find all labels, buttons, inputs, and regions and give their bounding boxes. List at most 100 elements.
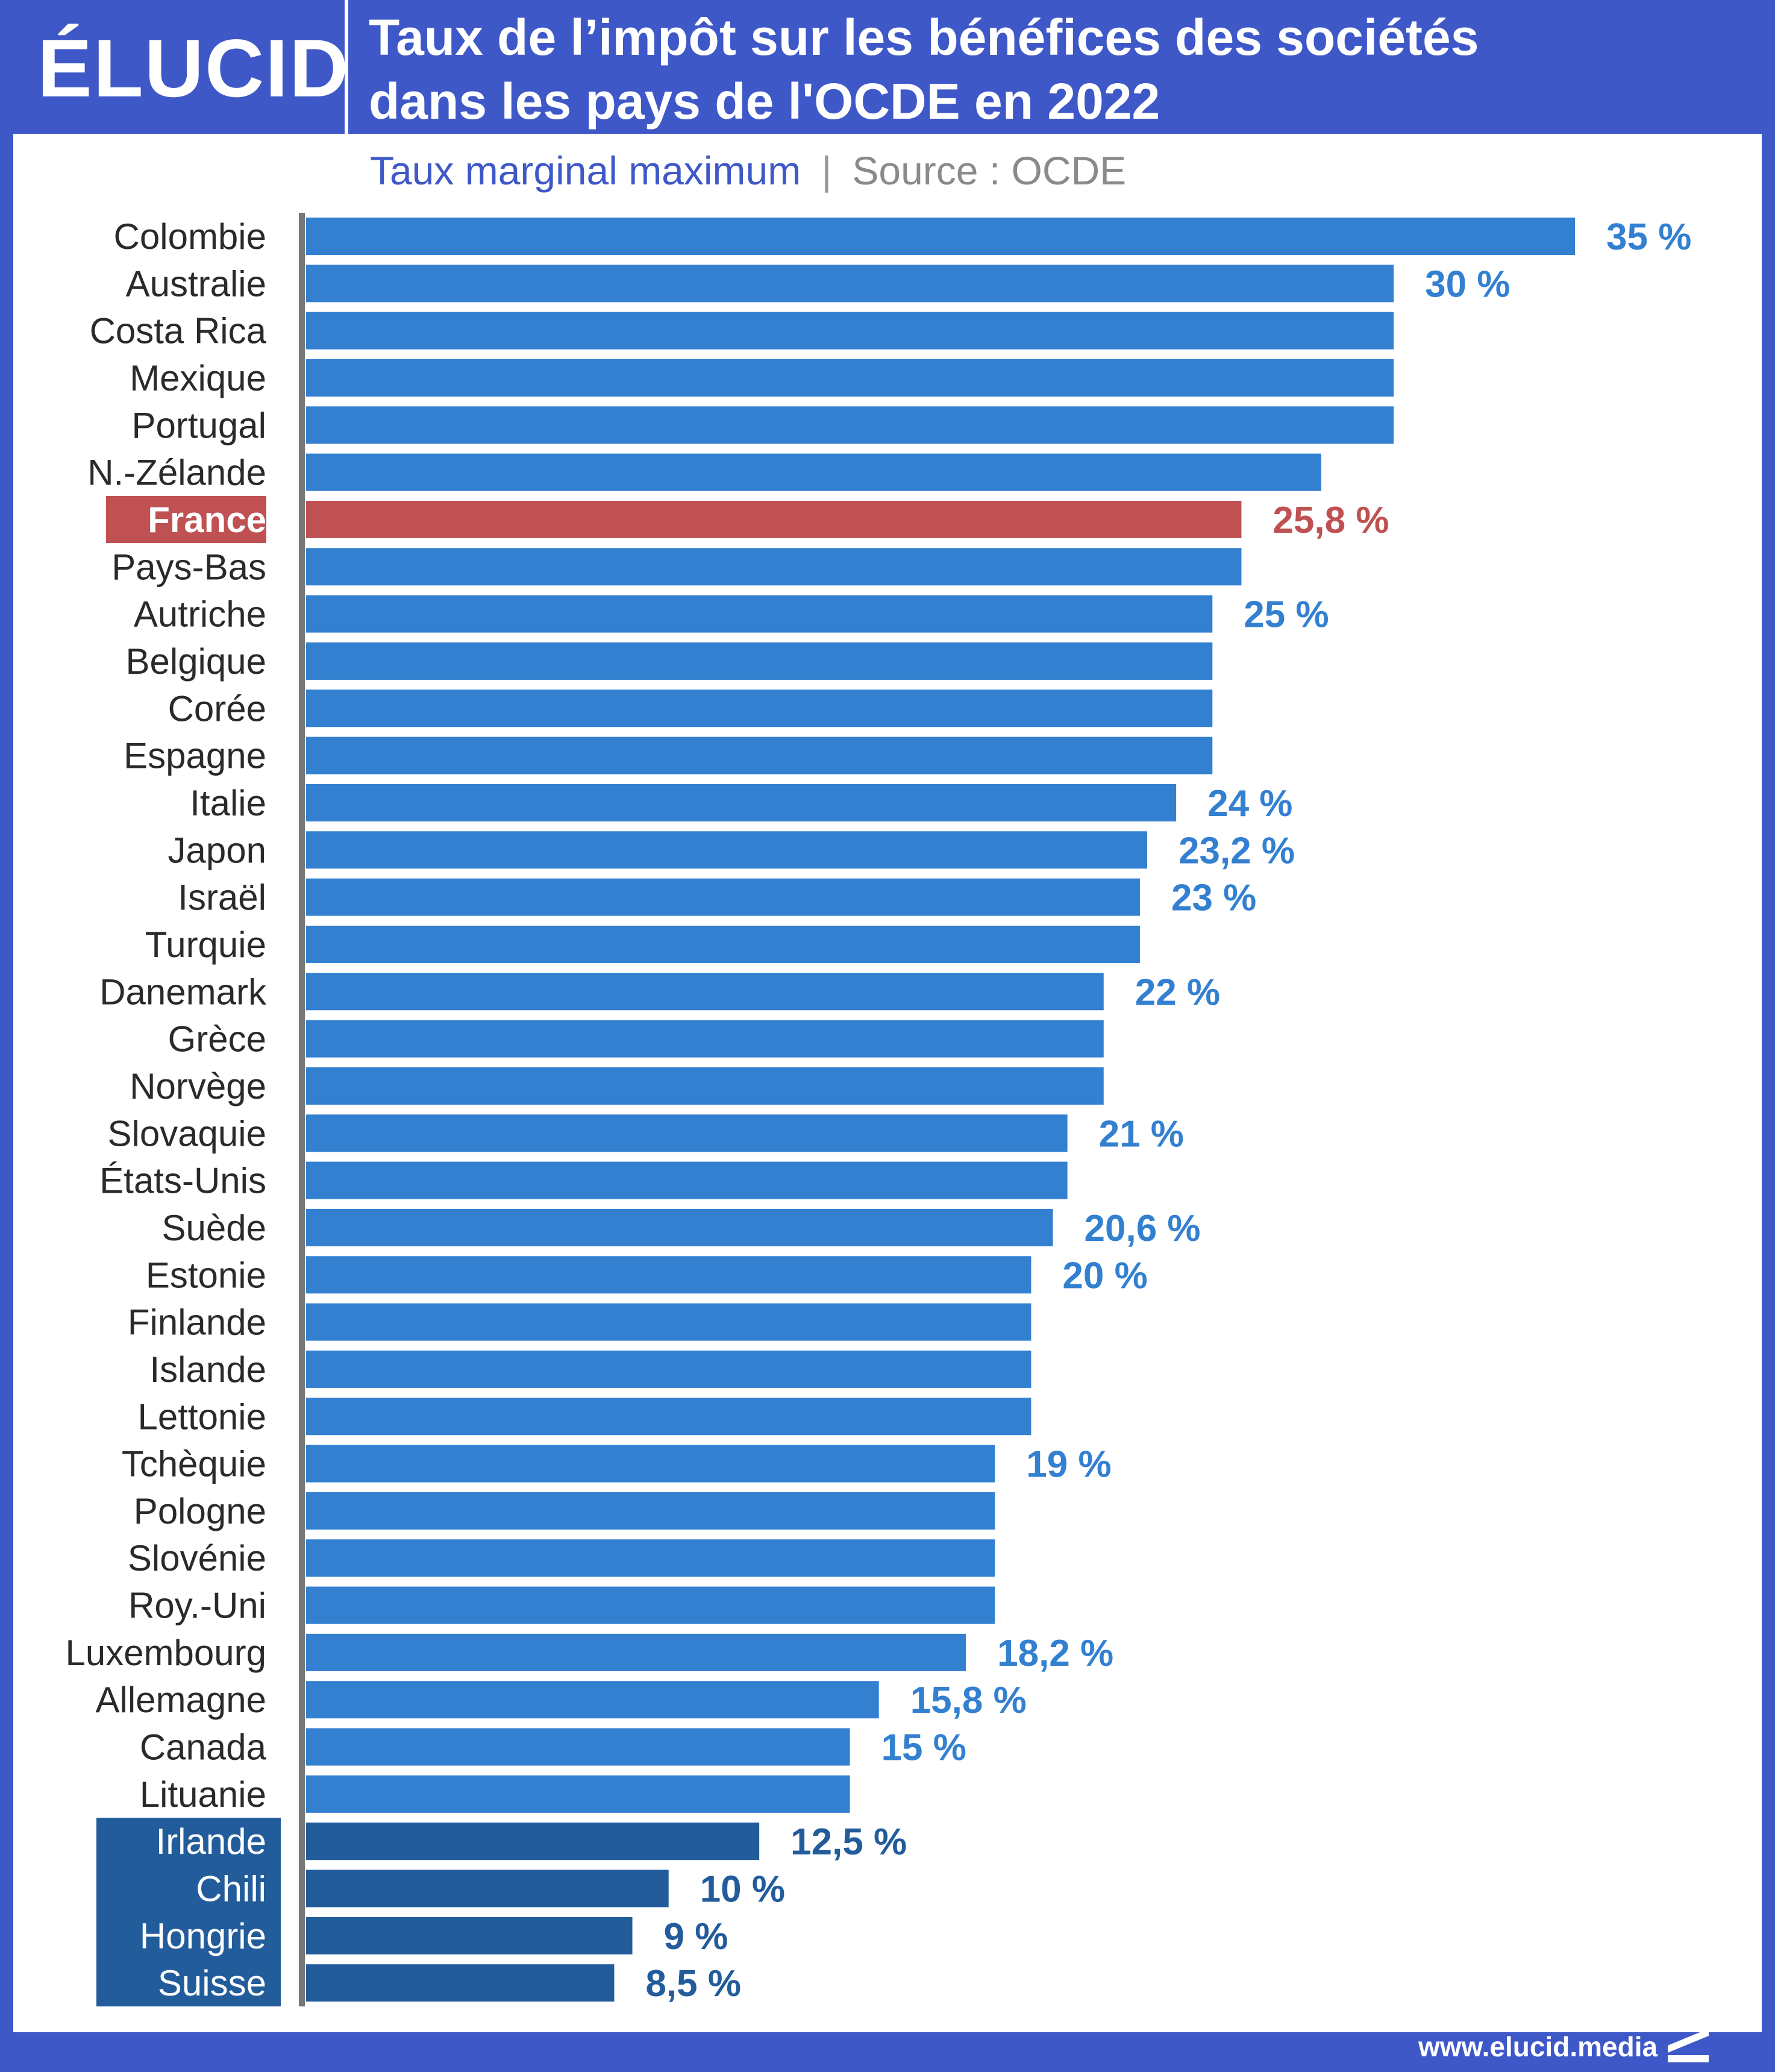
bar	[306, 689, 1213, 727]
bar	[306, 1067, 1104, 1105]
category-label: Hongrie	[140, 1916, 266, 1956]
elucid-footer-logo-icon	[1668, 2029, 1709, 2062]
bar	[306, 973, 1104, 1011]
category-label: Estonie	[146, 1255, 266, 1295]
data-label: 23 %	[1171, 877, 1256, 919]
bar	[306, 1492, 995, 1530]
data-label: 12,5 %	[790, 1821, 907, 1863]
category-label: Belgique	[125, 641, 266, 682]
bar	[306, 312, 1394, 350]
category-label: Chili	[196, 1869, 266, 1909]
category-label: Slovénie	[128, 1538, 266, 1578]
category-label: Japon	[168, 830, 266, 870]
y-axis-line	[299, 213, 305, 2007]
category-label: Portugal	[132, 405, 266, 445]
chart-source: Source : OCDE	[852, 148, 1127, 193]
elucid-logo: ÉLUCID	[37, 22, 350, 114]
data-label: 30 %	[1425, 263, 1510, 305]
data-label: 25 %	[1244, 594, 1329, 636]
header-bar: ÉLUCID Taux de l’impôt sur les bénéfices…	[0, 0, 1775, 134]
data-label: 20 %	[1062, 1255, 1147, 1296]
category-label: Turquie	[145, 925, 266, 965]
category-label: Mexique	[130, 358, 266, 398]
category-label: Israël	[178, 877, 266, 918]
data-label: 35 %	[1606, 216, 1691, 258]
category-label: Costa Rica	[90, 311, 267, 351]
bar	[306, 406, 1394, 444]
bar	[306, 1256, 1032, 1294]
data-label: 20,6 %	[1085, 1208, 1201, 1249]
category-label: Suisse	[158, 1963, 266, 2003]
bar	[306, 1208, 1053, 1246]
bar	[306, 453, 1321, 491]
page-title-line2: dans les pays de l'OCDE en 2022	[369, 73, 1160, 130]
data-label: 19 %	[1026, 1444, 1111, 1486]
low-group-label-box	[96, 1818, 281, 2007]
category-label: Grèce	[168, 1019, 266, 1060]
page-title-line1: Taux de l’impôt sur les bénéfices des so…	[369, 9, 1479, 66]
category-label: États-Unis	[99, 1161, 266, 1201]
bar	[306, 1398, 1032, 1436]
footer-website: www.elucid.media	[1418, 2031, 1658, 2062]
bar	[306, 642, 1213, 680]
data-label: 23,2 %	[1179, 830, 1295, 871]
category-label: Norvège	[130, 1066, 266, 1107]
category-label: Islande	[150, 1349, 266, 1390]
data-label: 15,8 %	[910, 1680, 1027, 1721]
category-label: Allemagne	[95, 1680, 266, 1720]
category-label: Espagne	[124, 736, 266, 776]
data-label: 8,5 %	[645, 1963, 741, 2005]
bar	[306, 1917, 633, 1954]
category-label: Luxembourg	[65, 1633, 266, 1673]
chart-subtitle: Taux marginal maximum	[370, 148, 801, 193]
bar	[306, 1775, 850, 1813]
bar	[306, 1870, 669, 1907]
bar	[306, 1161, 1068, 1199]
category-label: Pays-Bas	[111, 547, 266, 587]
bar	[306, 925, 1140, 963]
logo-divider	[345, 0, 348, 134]
category-label: Corée	[168, 688, 266, 729]
category-label: Italie	[190, 783, 266, 823]
category-label: Irlande	[156, 1821, 266, 1862]
category-label: N.-Zélande	[87, 453, 266, 493]
bar	[306, 1539, 995, 1577]
data-label: 25,8 %	[1273, 500, 1389, 541]
bar	[306, 736, 1213, 774]
subtitle-line: Taux marginal maximum | Source : OCDE	[370, 143, 1126, 198]
bar	[306, 1728, 850, 1766]
bar	[306, 359, 1394, 397]
category-label: Danemark	[99, 972, 267, 1012]
category-label: Slovaquie	[107, 1113, 266, 1154]
category-label: Canada	[140, 1727, 267, 1768]
bar	[306, 1822, 760, 1860]
bar	[306, 1445, 995, 1483]
bar	[306, 1114, 1068, 1152]
category-label: Tchèquie	[122, 1444, 266, 1484]
category-label: Lettonie	[137, 1396, 266, 1437]
category-label: Finlande	[128, 1302, 266, 1343]
bar	[306, 1020, 1104, 1058]
bar	[306, 878, 1140, 916]
category-label: Suède	[162, 1208, 267, 1248]
bar	[306, 548, 1242, 586]
data-label: 9 %	[664, 1916, 728, 1957]
category-label: Lituanie	[140, 1774, 266, 1815]
bar	[306, 595, 1213, 633]
data-label: 22 %	[1135, 972, 1220, 1013]
bar	[306, 831, 1147, 869]
bar	[306, 1350, 1032, 1388]
bar	[306, 500, 1242, 538]
bar	[306, 1303, 1032, 1341]
category-label: Roy.-Uni	[128, 1586, 266, 1626]
data-label: 10 %	[700, 1869, 785, 1910]
bar	[306, 1964, 615, 2002]
category-label: Australie	[126, 263, 266, 304]
data-label: 18,2 %	[997, 1633, 1113, 1674]
bar	[306, 218, 1575, 255]
bar	[306, 1633, 966, 1671]
category-label: France	[148, 500, 266, 540]
bar	[306, 1586, 995, 1624]
bar	[306, 1681, 879, 1719]
